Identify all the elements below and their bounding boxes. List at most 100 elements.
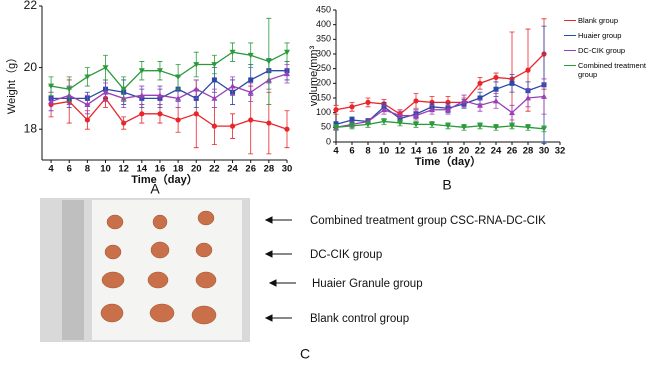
marker xyxy=(102,89,109,95)
x-tick-label: 20 xyxy=(191,164,202,175)
marker xyxy=(429,122,435,128)
specimen-photo xyxy=(40,198,250,342)
legend-entry: Blank group xyxy=(564,16,648,25)
marker xyxy=(413,112,419,118)
marker xyxy=(48,83,55,90)
series-line xyxy=(51,70,287,100)
marker xyxy=(525,124,531,131)
series-line xyxy=(335,120,545,130)
marker xyxy=(349,104,355,110)
series-line xyxy=(50,51,288,91)
legend-swatch xyxy=(564,35,576,36)
legend-swatch xyxy=(564,20,576,21)
x-tick-label: 18 xyxy=(443,146,454,157)
x-tick-label: 22 xyxy=(209,164,220,175)
x-tick-label: 26 xyxy=(245,164,256,175)
marker xyxy=(247,52,254,59)
marker xyxy=(102,65,109,71)
y-tick-label: 20 xyxy=(24,60,38,74)
x-tick-label: 4 xyxy=(333,146,339,157)
marker xyxy=(477,123,483,129)
y-axis-label: volume/mm³ xyxy=(308,45,320,106)
y-tick-label: 300 xyxy=(316,48,331,58)
marker xyxy=(397,120,403,126)
marker xyxy=(365,99,371,105)
marker xyxy=(211,77,217,83)
x-tick-label: 10 xyxy=(379,146,390,157)
marker xyxy=(229,49,236,56)
x-tick-label: 28 xyxy=(523,146,534,157)
marker xyxy=(349,123,355,129)
marker xyxy=(121,120,127,126)
marker xyxy=(138,68,145,74)
x-axis-label: Time（day） xyxy=(415,155,481,168)
x-tick-label: 14 xyxy=(411,146,422,157)
marker xyxy=(247,89,254,95)
marker xyxy=(175,117,181,123)
y-tick-label: 400 xyxy=(316,19,331,29)
marker xyxy=(84,74,91,80)
marker xyxy=(48,98,55,104)
marker xyxy=(333,124,339,131)
marker xyxy=(139,111,145,117)
x-tick-label: 8 xyxy=(365,146,370,157)
legend-entry: Huaier group xyxy=(564,31,648,40)
series-line xyxy=(50,73,288,106)
legend-entry: Combined treatment group xyxy=(564,61,648,79)
marker xyxy=(493,86,499,92)
x-axis-label: Time（day） xyxy=(131,173,197,186)
marker xyxy=(509,80,515,86)
y-tick-label: 22 xyxy=(24,0,38,12)
legend: Blank group Huaier group DC-CIK group Combi… xyxy=(564,16,648,85)
marker xyxy=(229,123,236,129)
marker xyxy=(541,93,547,99)
x-tick-label: 26 xyxy=(507,146,518,157)
marker xyxy=(66,86,73,93)
x-tick-label: 18 xyxy=(173,164,184,175)
x-tick-label: 22 xyxy=(475,146,486,157)
x-tick-label: 12 xyxy=(118,164,129,175)
arrows xyxy=(264,216,296,322)
marker xyxy=(477,102,483,108)
y-tick-label: 150 xyxy=(316,92,331,102)
legend-label: Blank group xyxy=(578,16,619,25)
marker xyxy=(229,83,236,89)
photo-label: Combined treatment group CSC-RNA-DC-CIK xyxy=(310,215,546,227)
marker xyxy=(397,112,403,118)
y-tick-label: 50 xyxy=(321,122,331,132)
marker xyxy=(493,74,499,81)
x-tick-label: 28 xyxy=(264,164,275,175)
marker xyxy=(429,106,435,113)
photo-label: Blank control group xyxy=(310,313,409,325)
legend-label: Combined treatment group xyxy=(578,61,646,79)
y-tick-label: 250 xyxy=(316,63,331,73)
y-tick-label: 100 xyxy=(316,107,331,117)
x-tick-label: 32 xyxy=(555,146,566,157)
marker xyxy=(211,62,218,68)
y-tick-label: 450 xyxy=(316,4,331,14)
legend-entry: DC-CIK group xyxy=(564,46,648,55)
y-tick-label: 0 xyxy=(326,136,331,146)
panel-label: B xyxy=(442,177,451,193)
x-tick-label: 30 xyxy=(539,146,550,157)
marker xyxy=(248,77,254,83)
marker xyxy=(461,124,467,131)
x-tick-label: 16 xyxy=(427,146,438,157)
marker xyxy=(413,122,419,128)
chart: 18 20 22 4 6 8 10 12 14 16 18 20 22 24 26 28 30 Time（day）… xyxy=(5,0,292,186)
photo-label: DC-CIK group xyxy=(310,249,382,261)
marker xyxy=(445,106,451,113)
marker xyxy=(175,74,182,80)
x-tick-label: 16 xyxy=(155,164,166,175)
marker xyxy=(211,123,218,129)
ruler xyxy=(62,200,84,340)
marker xyxy=(333,107,339,113)
marker xyxy=(413,98,419,104)
panel-label: C xyxy=(300,346,310,362)
y-tick-label: 200 xyxy=(316,78,331,88)
x-tick-label: 24 xyxy=(227,164,238,175)
marker xyxy=(509,123,515,129)
marker xyxy=(365,122,371,128)
x-tick-label: 4 xyxy=(48,164,54,175)
marker xyxy=(284,126,290,132)
